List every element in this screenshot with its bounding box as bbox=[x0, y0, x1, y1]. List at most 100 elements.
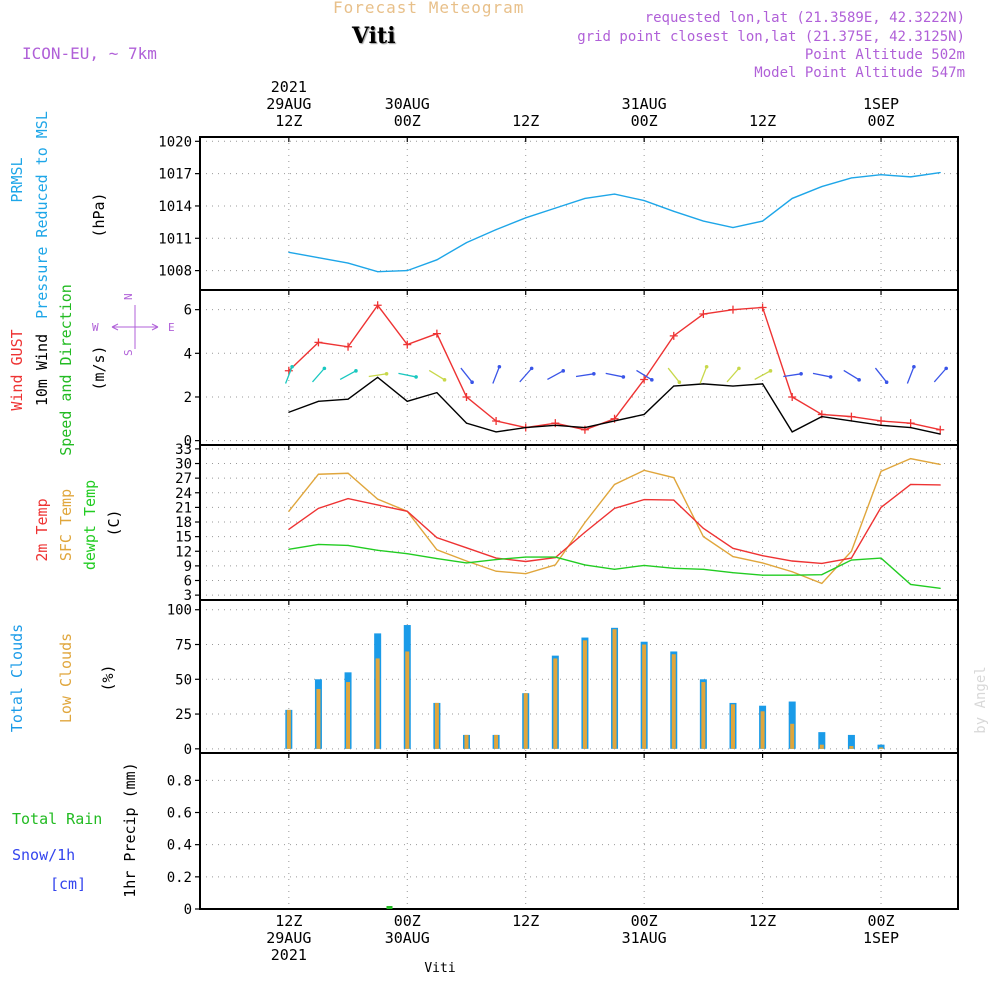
t2m-temp-point bbox=[495, 557, 497, 559]
low-cloud-bar bbox=[375, 658, 380, 749]
wind-gust-point bbox=[432, 329, 441, 338]
dewpt-temp-point bbox=[347, 544, 349, 547]
dewpt-temp-point bbox=[288, 548, 290, 550]
sfc-temp-point bbox=[495, 570, 497, 572]
wind-arrow bbox=[667, 367, 680, 383]
bottom-time-label: 12Z bbox=[275, 912, 302, 930]
pressure-point bbox=[613, 193, 616, 195]
dewpt-temp-point bbox=[673, 567, 675, 569]
wind-gust-point bbox=[877, 416, 886, 425]
wind-arrow-head bbox=[828, 375, 833, 379]
clouds-ytick-label: 100 bbox=[167, 603, 192, 619]
wind-gust-point bbox=[936, 425, 945, 434]
wind-ytick-label: 4 bbox=[184, 346, 192, 362]
wind-arrow bbox=[874, 367, 888, 383]
wind-speed-point bbox=[406, 400, 408, 402]
t2m-temp-point bbox=[525, 560, 527, 563]
precip-ytick-label: 0.4 bbox=[167, 838, 192, 854]
wind-gust-point bbox=[640, 375, 649, 384]
wind-speed-point bbox=[377, 376, 379, 378]
temperature-ytick-label: 30 bbox=[175, 457, 192, 473]
pressure-series bbox=[288, 171, 941, 273]
wind-ytick-label: 0 bbox=[184, 434, 192, 450]
compass-n: N bbox=[122, 293, 135, 300]
pressure-panel: 1008 1011 1014 1017 1020 bbox=[158, 134, 959, 291]
pressure-point bbox=[584, 197, 586, 200]
wind-arrow-head bbox=[799, 371, 803, 376]
top-time-label: 00Z bbox=[631, 112, 658, 130]
wind-speed-point bbox=[910, 426, 912, 429]
wind-arrow-head bbox=[561, 369, 566, 373]
pressure-msl-label: Pressure Reduced to MSL bbox=[33, 111, 51, 319]
wind-speed-point bbox=[880, 424, 882, 426]
t2m-temp-point bbox=[673, 499, 675, 501]
dewpt-temp-point bbox=[584, 564, 586, 566]
t2m-temp-point bbox=[761, 555, 764, 557]
wind-gust-point bbox=[728, 305, 737, 314]
wind-gust-point bbox=[906, 419, 915, 428]
pressure-ytick-label: 1011 bbox=[158, 231, 192, 247]
t2m-temp-point bbox=[613, 507, 616, 509]
t2m-temp-point bbox=[850, 557, 853, 559]
wind-speed-line bbox=[288, 376, 941, 435]
wind-arrow bbox=[699, 366, 708, 384]
sfc-temp-point bbox=[850, 550, 853, 552]
wind-speed-dir-label: Speed and Direction bbox=[57, 284, 75, 456]
pressure-point bbox=[288, 251, 290, 253]
temperature-ytick-label: 3 bbox=[184, 588, 192, 604]
compass-lines bbox=[111, 305, 159, 349]
wind-arrow bbox=[906, 366, 915, 384]
wind-speed-point bbox=[347, 398, 349, 400]
pressure-point bbox=[436, 259, 438, 261]
wind-arrow bbox=[812, 372, 831, 378]
wind-speed-point bbox=[791, 431, 793, 433]
t2m-temp-point bbox=[584, 531, 586, 533]
wind-arrow bbox=[636, 369, 653, 381]
wind-gust-label: Wind GUST bbox=[8, 329, 26, 410]
pressure-point bbox=[347, 262, 349, 264]
wind-arrow bbox=[783, 373, 802, 378]
pressure-unit-label: (hPa) bbox=[90, 192, 108, 237]
wind-arrow-head bbox=[621, 375, 626, 379]
t2m-temp-point bbox=[406, 510, 408, 512]
station-name: Viti bbox=[352, 23, 396, 49]
sfc-temp-point bbox=[377, 498, 379, 500]
wind-arrow-head bbox=[354, 369, 358, 373]
bottom-time-label: 00Z bbox=[631, 912, 658, 930]
wind-arrow-head bbox=[470, 380, 474, 384]
t2m-temp-point bbox=[643, 498, 645, 501]
wind-frame bbox=[199, 289, 959, 446]
wind-arrow bbox=[460, 367, 473, 383]
precip-unit-label: 1hr Precip (mm) bbox=[121, 762, 139, 897]
temperature-ytick-label: 24 bbox=[175, 486, 192, 502]
pressure-point bbox=[377, 271, 379, 273]
pressure-point bbox=[317, 257, 320, 259]
precip-frame bbox=[199, 752, 959, 910]
pressure-point bbox=[850, 177, 853, 179]
clouds-frame bbox=[199, 599, 959, 754]
low-cloud-bar bbox=[701, 682, 706, 749]
t2m-temp-point bbox=[347, 498, 349, 500]
dewpt-temp-point bbox=[554, 556, 556, 558]
dewpt-temp-point bbox=[702, 568, 704, 570]
dewpt-temp-point bbox=[761, 574, 764, 576]
low-cloud-bar bbox=[819, 744, 824, 749]
precip-ytick-label: 0.2 bbox=[167, 870, 192, 886]
wind-arrow bbox=[726, 367, 740, 383]
dewpt-temp-point bbox=[939, 587, 941, 589]
wind-arrow-head bbox=[737, 366, 741, 371]
wind-gust-point bbox=[344, 342, 353, 351]
t2m-temp-point bbox=[939, 484, 941, 486]
wind-arrow-head bbox=[704, 364, 709, 369]
sfc-temp-point bbox=[761, 562, 764, 564]
t2m-temp-point bbox=[821, 562, 823, 565]
pressure-point bbox=[761, 220, 764, 222]
prmsl-label: PRMSL bbox=[8, 157, 26, 202]
sfc-temp-point bbox=[910, 458, 912, 460]
wind-ytick-label: 2 bbox=[184, 390, 192, 406]
precip-panel: 0 0.2 0.4 0.6 0.8 bbox=[167, 752, 959, 918]
wind-arrow-head bbox=[884, 380, 889, 384]
wind-arrows bbox=[284, 364, 948, 384]
sfc-temp-point bbox=[643, 469, 645, 471]
wind-speed-point bbox=[761, 383, 764, 385]
